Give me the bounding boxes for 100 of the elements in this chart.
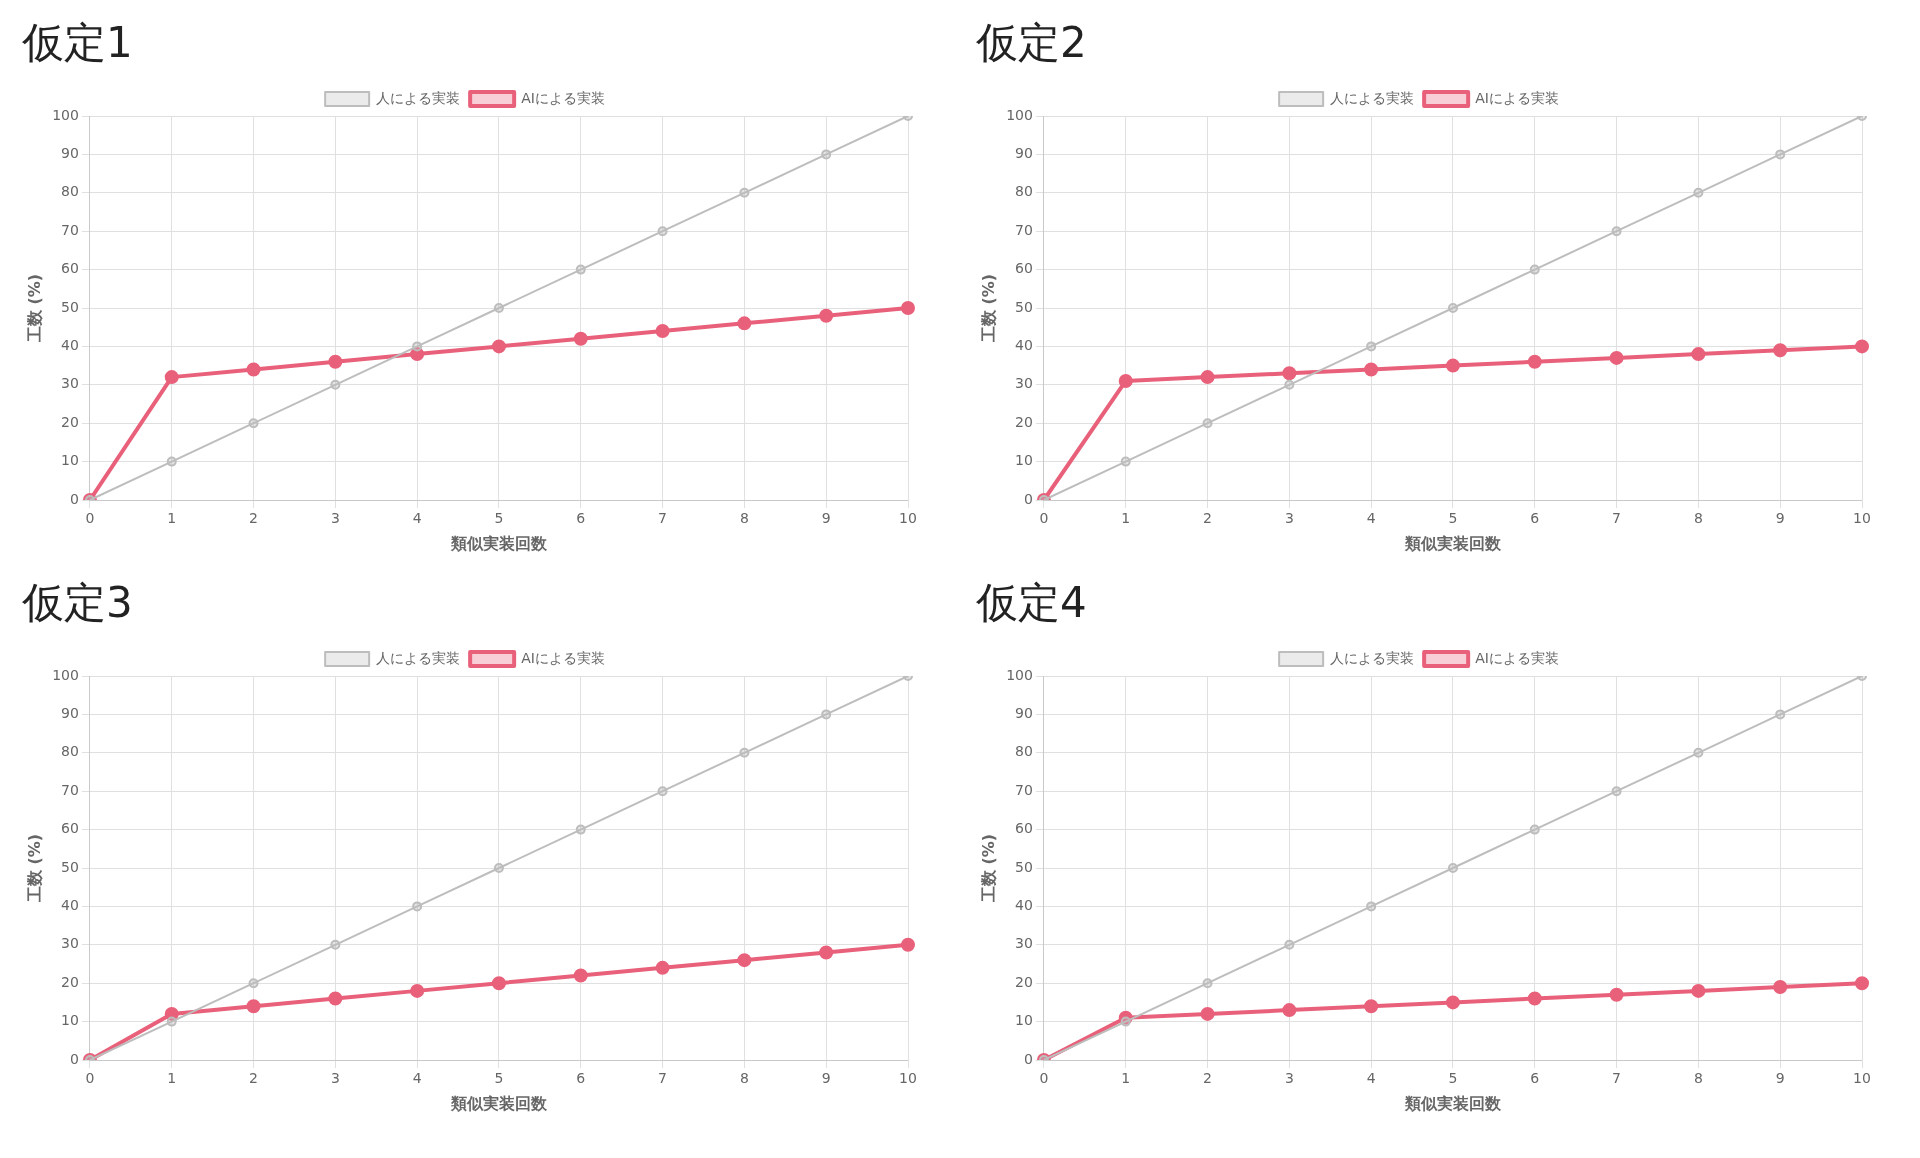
y-tick-label: 50: [1015, 298, 1033, 315]
y-tick-label: 80: [1015, 743, 1033, 760]
point: [657, 786, 668, 797]
point: [166, 1016, 177, 1027]
point: [1445, 358, 1460, 373]
point: [1773, 980, 1788, 995]
y-axis-title: 工数 (%): [978, 273, 998, 344]
x-tick-label: 8: [739, 510, 749, 527]
y-axis-title: 工数 (%): [24, 273, 44, 344]
point: [246, 999, 261, 1014]
x-tick-label: 0: [1039, 1070, 1049, 1087]
x-tick-label: 6: [1530, 1070, 1540, 1087]
point: [1282, 366, 1297, 381]
point: [328, 991, 343, 1006]
point: [1775, 149, 1786, 160]
point: [1527, 354, 1542, 369]
point: [1691, 983, 1706, 998]
x-tick-label: 3: [1284, 1070, 1294, 1087]
legend-label: AIによる実装: [1475, 89, 1559, 106]
point: [1855, 976, 1869, 991]
point: [330, 379, 341, 390]
point: [246, 362, 261, 377]
y-tick-label: 30: [61, 375, 79, 392]
point: [1529, 264, 1540, 275]
point: [1284, 939, 1295, 950]
y-tick-label: 10: [61, 1012, 79, 1029]
point: [1118, 373, 1133, 388]
point: [1855, 339, 1869, 354]
point: [1202, 418, 1213, 429]
point: [1282, 1003, 1297, 1018]
x-tick-label: 10: [899, 1070, 917, 1087]
legend-label: AIによる実装: [521, 89, 605, 106]
x-tick-label: 9: [1775, 1070, 1785, 1087]
point: [819, 308, 834, 323]
y-tick-label: 0: [70, 1050, 79, 1067]
point: [328, 354, 343, 369]
x-axis-title: 類似実装回数: [1403, 1093, 1502, 1113]
chart-title: 仮定4: [975, 577, 1088, 629]
x-axis-title: 類似実装回数: [449, 1093, 548, 1113]
y-tick-label: 50: [61, 858, 79, 875]
x-tick-label: 5: [494, 510, 504, 527]
chart-title: 仮定1: [21, 17, 134, 69]
point: [739, 747, 750, 758]
x-axis-title: 類似実装回数: [449, 533, 548, 553]
y-tick-label: 50: [1015, 858, 1033, 875]
point: [1693, 747, 1704, 758]
y-axis-title: 工数 (%): [978, 833, 998, 904]
legend-label: AIによる実装: [1475, 649, 1559, 666]
legend-label: 人による実装: [1330, 89, 1415, 106]
x-tick-label: 0: [1039, 510, 1049, 527]
point: [1611, 226, 1622, 237]
point: [491, 976, 506, 991]
point: [1445, 995, 1460, 1010]
x-tick-label: 6: [576, 510, 586, 527]
x-tick-label: 1: [167, 1070, 177, 1087]
x-tick-label: 10: [1853, 1070, 1871, 1087]
legend-label: 人による実装: [376, 89, 461, 106]
point: [1447, 863, 1458, 873]
point: [412, 901, 423, 912]
y-tick-label: 70: [61, 781, 79, 798]
point: [1609, 350, 1624, 365]
y-tick-label: 40: [61, 337, 79, 354]
point: [1202, 978, 1213, 989]
y-tick-label: 20: [1015, 973, 1033, 990]
point: [901, 937, 915, 952]
x-tick-label: 0: [85, 510, 95, 527]
y-tick-label: 90: [1015, 705, 1033, 722]
y-tick-label: 10: [1015, 1012, 1033, 1029]
y-tick-label: 20: [1015, 413, 1033, 430]
x-tick-label: 4: [1366, 1070, 1376, 1087]
point: [493, 303, 504, 313]
y-tick-label: 60: [61, 260, 79, 277]
point: [166, 456, 177, 467]
x-tick-label: 2: [1203, 1070, 1212, 1087]
point: [1773, 343, 1788, 358]
y-tick-label: 60: [1015, 820, 1033, 837]
y-tick-label: 30: [61, 935, 79, 952]
y-tick-label: 90: [61, 705, 79, 722]
x-tick-label: 7: [658, 1070, 668, 1087]
x-tick-label: 6: [576, 1070, 586, 1087]
point: [819, 945, 834, 960]
x-tick-label: 4: [412, 510, 422, 527]
x-tick-label: 0: [85, 1070, 95, 1087]
y-axis-title: 工数 (%): [24, 833, 44, 904]
point: [657, 226, 668, 237]
y-tick-label: 80: [61, 183, 79, 200]
chart-title: 仮定2: [975, 17, 1088, 69]
y-tick-label: 60: [1015, 260, 1033, 277]
y-tick-label: 50: [61, 298, 79, 315]
point: [821, 709, 832, 720]
point: [491, 339, 506, 354]
x-tick-label: 9: [1775, 510, 1785, 527]
legend-label: 人による実装: [376, 649, 461, 666]
x-tick-label: 10: [899, 510, 917, 527]
point: [1120, 1016, 1131, 1027]
point: [410, 347, 425, 362]
x-tick-label: 1: [1121, 510, 1131, 527]
y-tick-label: 10: [61, 452, 79, 469]
x-tick-label: 10: [1853, 510, 1871, 527]
y-tick-label: 40: [61, 897, 79, 914]
